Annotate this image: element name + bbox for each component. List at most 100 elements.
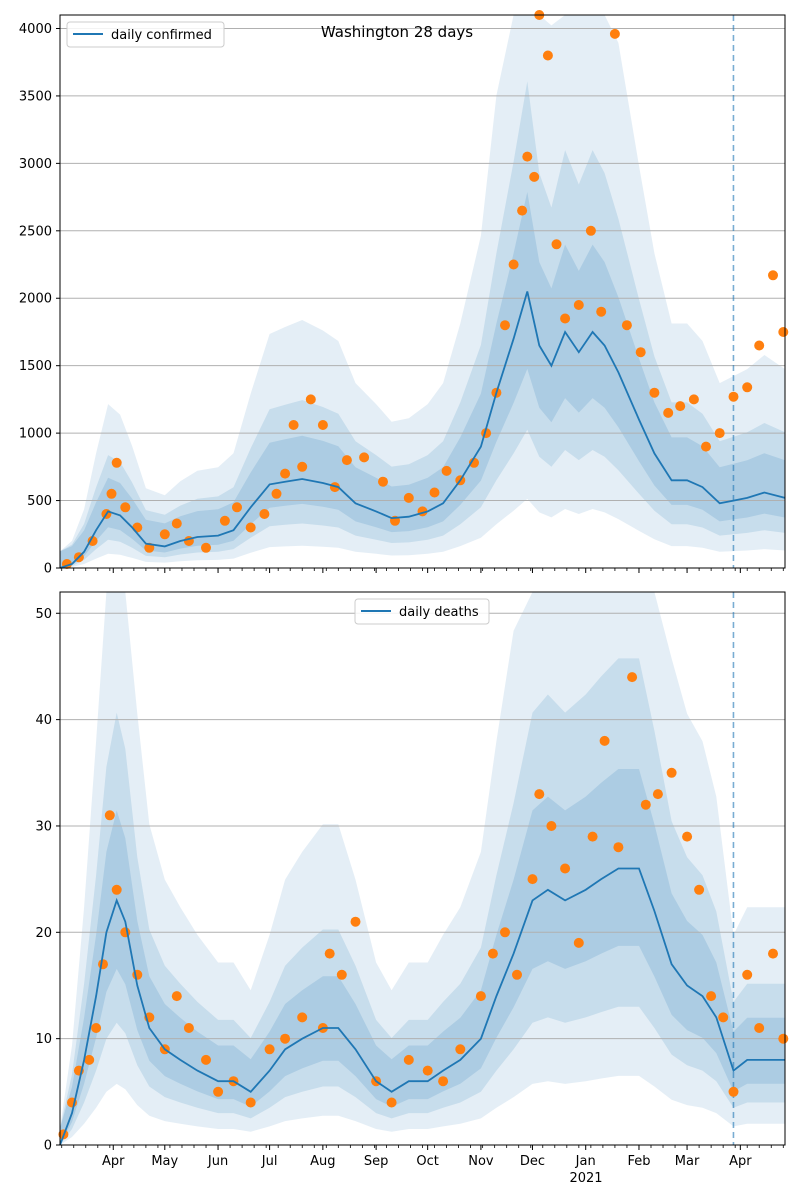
- confirmed-point: [635, 347, 646, 358]
- x-tick-label: Mar: [675, 1154, 700, 1169]
- deaths-point: [487, 948, 498, 959]
- confirmed-point: [280, 468, 291, 479]
- confirmed-line: [59, 291, 786, 569]
- deaths-legend[interactable]: daily deaths: [354, 598, 490, 625]
- confirmed-point: [120, 502, 131, 513]
- confirmed-y-tick-label: 3500: [19, 89, 52, 104]
- x-tick-label: Dec: [520, 1154, 545, 1169]
- deaths-point: [171, 991, 182, 1002]
- confirmed-point: [529, 171, 540, 182]
- confirmed-point: [551, 239, 562, 250]
- deaths-point: [768, 948, 778, 959]
- deaths-point: [742, 969, 753, 980]
- deaths-point: [512, 969, 522, 980]
- confirmed-point: [500, 320, 510, 331]
- confirmed-point: [232, 502, 242, 513]
- deaths-point: [475, 991, 486, 1002]
- confirmed-y-tick-label: 0: [44, 562, 52, 577]
- confirmed-point: [517, 205, 528, 216]
- confirmed-uncertainty-bands: [60, 15, 785, 569]
- deaths-y-tick-label: 30: [35, 819, 52, 834]
- deaths-point: [350, 916, 361, 927]
- deaths-point: [98, 959, 108, 970]
- deaths-uncertainty-bands: [60, 592, 785, 1145]
- deaths-point: [560, 863, 571, 874]
- confirmed-point: [742, 382, 753, 393]
- confirmed-legend-label: daily confirmed: [111, 28, 212, 43]
- confirmed-point: [288, 420, 299, 430]
- confirmed-y-tick-label: 2000: [19, 292, 52, 307]
- deaths-point: [666, 767, 677, 778]
- confirmed-point: [271, 488, 282, 499]
- confirmed-y-tick-label: 1000: [19, 427, 52, 442]
- confirmed-y-tick-label: 2500: [19, 224, 52, 239]
- confirmed-y-tick-label: 1500: [19, 359, 52, 374]
- deaths-point: [455, 1044, 466, 1055]
- confirmed-point: [663, 407, 674, 418]
- confirmed-point: [159, 529, 170, 540]
- deaths-point: [627, 672, 638, 683]
- deaths-point: [640, 799, 651, 810]
- deaths-point: [718, 1012, 729, 1023]
- deaths-y-tick-label: 40: [35, 713, 52, 728]
- deaths-point: [111, 884, 122, 895]
- confirmed-point: [259, 509, 270, 519]
- confirmed-point: [560, 313, 571, 324]
- confirmed-point: [297, 461, 308, 472]
- deaths-point: [546, 821, 557, 831]
- deaths-point: [324, 948, 335, 959]
- confirmed-band-1: [60, 15, 785, 568]
- confirmed-legend[interactable]: daily confirmed: [66, 21, 225, 48]
- confirmed-point: [754, 340, 765, 351]
- confirmed-point: [245, 522, 256, 533]
- deaths-point: [613, 842, 624, 853]
- confirmed-point: [778, 327, 789, 337]
- deaths-point: [104, 810, 115, 821]
- confirmed-point: [403, 492, 414, 503]
- x-tick-label: Oct: [416, 1154, 438, 1169]
- confirmed-y-tick-label: 500: [27, 494, 52, 509]
- deaths-point: [213, 1086, 224, 1097]
- x-tick-label: Aug: [310, 1154, 335, 1169]
- deaths-legend-label: daily deaths: [399, 605, 479, 620]
- confirmed-point: [522, 151, 533, 162]
- confirmed-band-3: [60, 192, 785, 568]
- confirmed-point: [441, 465, 452, 476]
- deaths-y-tick-label: 50: [35, 607, 52, 622]
- deaths-point: [91, 1023, 102, 1033]
- confirmed-point: [542, 50, 553, 61]
- deaths-point: [297, 1012, 308, 1023]
- confirmed-point: [573, 300, 584, 310]
- deaths-panel: 0 10 20 30 40 50 Apr May Jun Jul Aug Sep Oct Nov Dec J…: [35, 591, 789, 1186]
- deaths-point: [245, 1097, 256, 1108]
- confirmed-point: [728, 391, 739, 402]
- chart-title: Washington 28 days: [321, 23, 473, 41]
- confirmed-point: [378, 476, 388, 487]
- confirmed-point: [171, 518, 182, 529]
- confirmed-legend-box: [66, 21, 225, 48]
- deaths-band-1: [60, 592, 785, 1145]
- x-tick-label: Jan: [575, 1154, 596, 1169]
- deaths-point: [778, 1033, 789, 1044]
- deaths-point: [183, 1023, 194, 1033]
- confirmed-point: [359, 452, 370, 463]
- deaths-line: [59, 867, 785, 1146]
- confirmed-point: [768, 270, 778, 281]
- confirmed-point: [688, 394, 699, 405]
- confirmed-point: [317, 420, 328, 430]
- x-tick-label: Sep: [364, 1154, 389, 1169]
- x-tick-label: May: [151, 1154, 178, 1169]
- deaths-y-tick-label: 10: [35, 1032, 52, 1047]
- confirmed-point: [609, 28, 620, 39]
- deaths-point: [527, 874, 538, 885]
- deaths-y-ticks: 0 10 20 30 40 50: [35, 607, 60, 1154]
- deaths-point: [264, 1044, 275, 1055]
- confirmed-panel: 0 500 1000 1500 2000 2500 3000 3500 4000 Washing…: [19, 10, 789, 577]
- deaths-point: [403, 1054, 414, 1065]
- x-tick-label: Jun: [207, 1154, 228, 1169]
- confirmed-y-ticks: 0 500 1000 1500 2000 2500 3000 3500 4000: [19, 22, 60, 577]
- confirmed-point: [621, 320, 632, 331]
- deaths-band-2: [60, 658, 785, 1145]
- deaths-point: [728, 1086, 739, 1097]
